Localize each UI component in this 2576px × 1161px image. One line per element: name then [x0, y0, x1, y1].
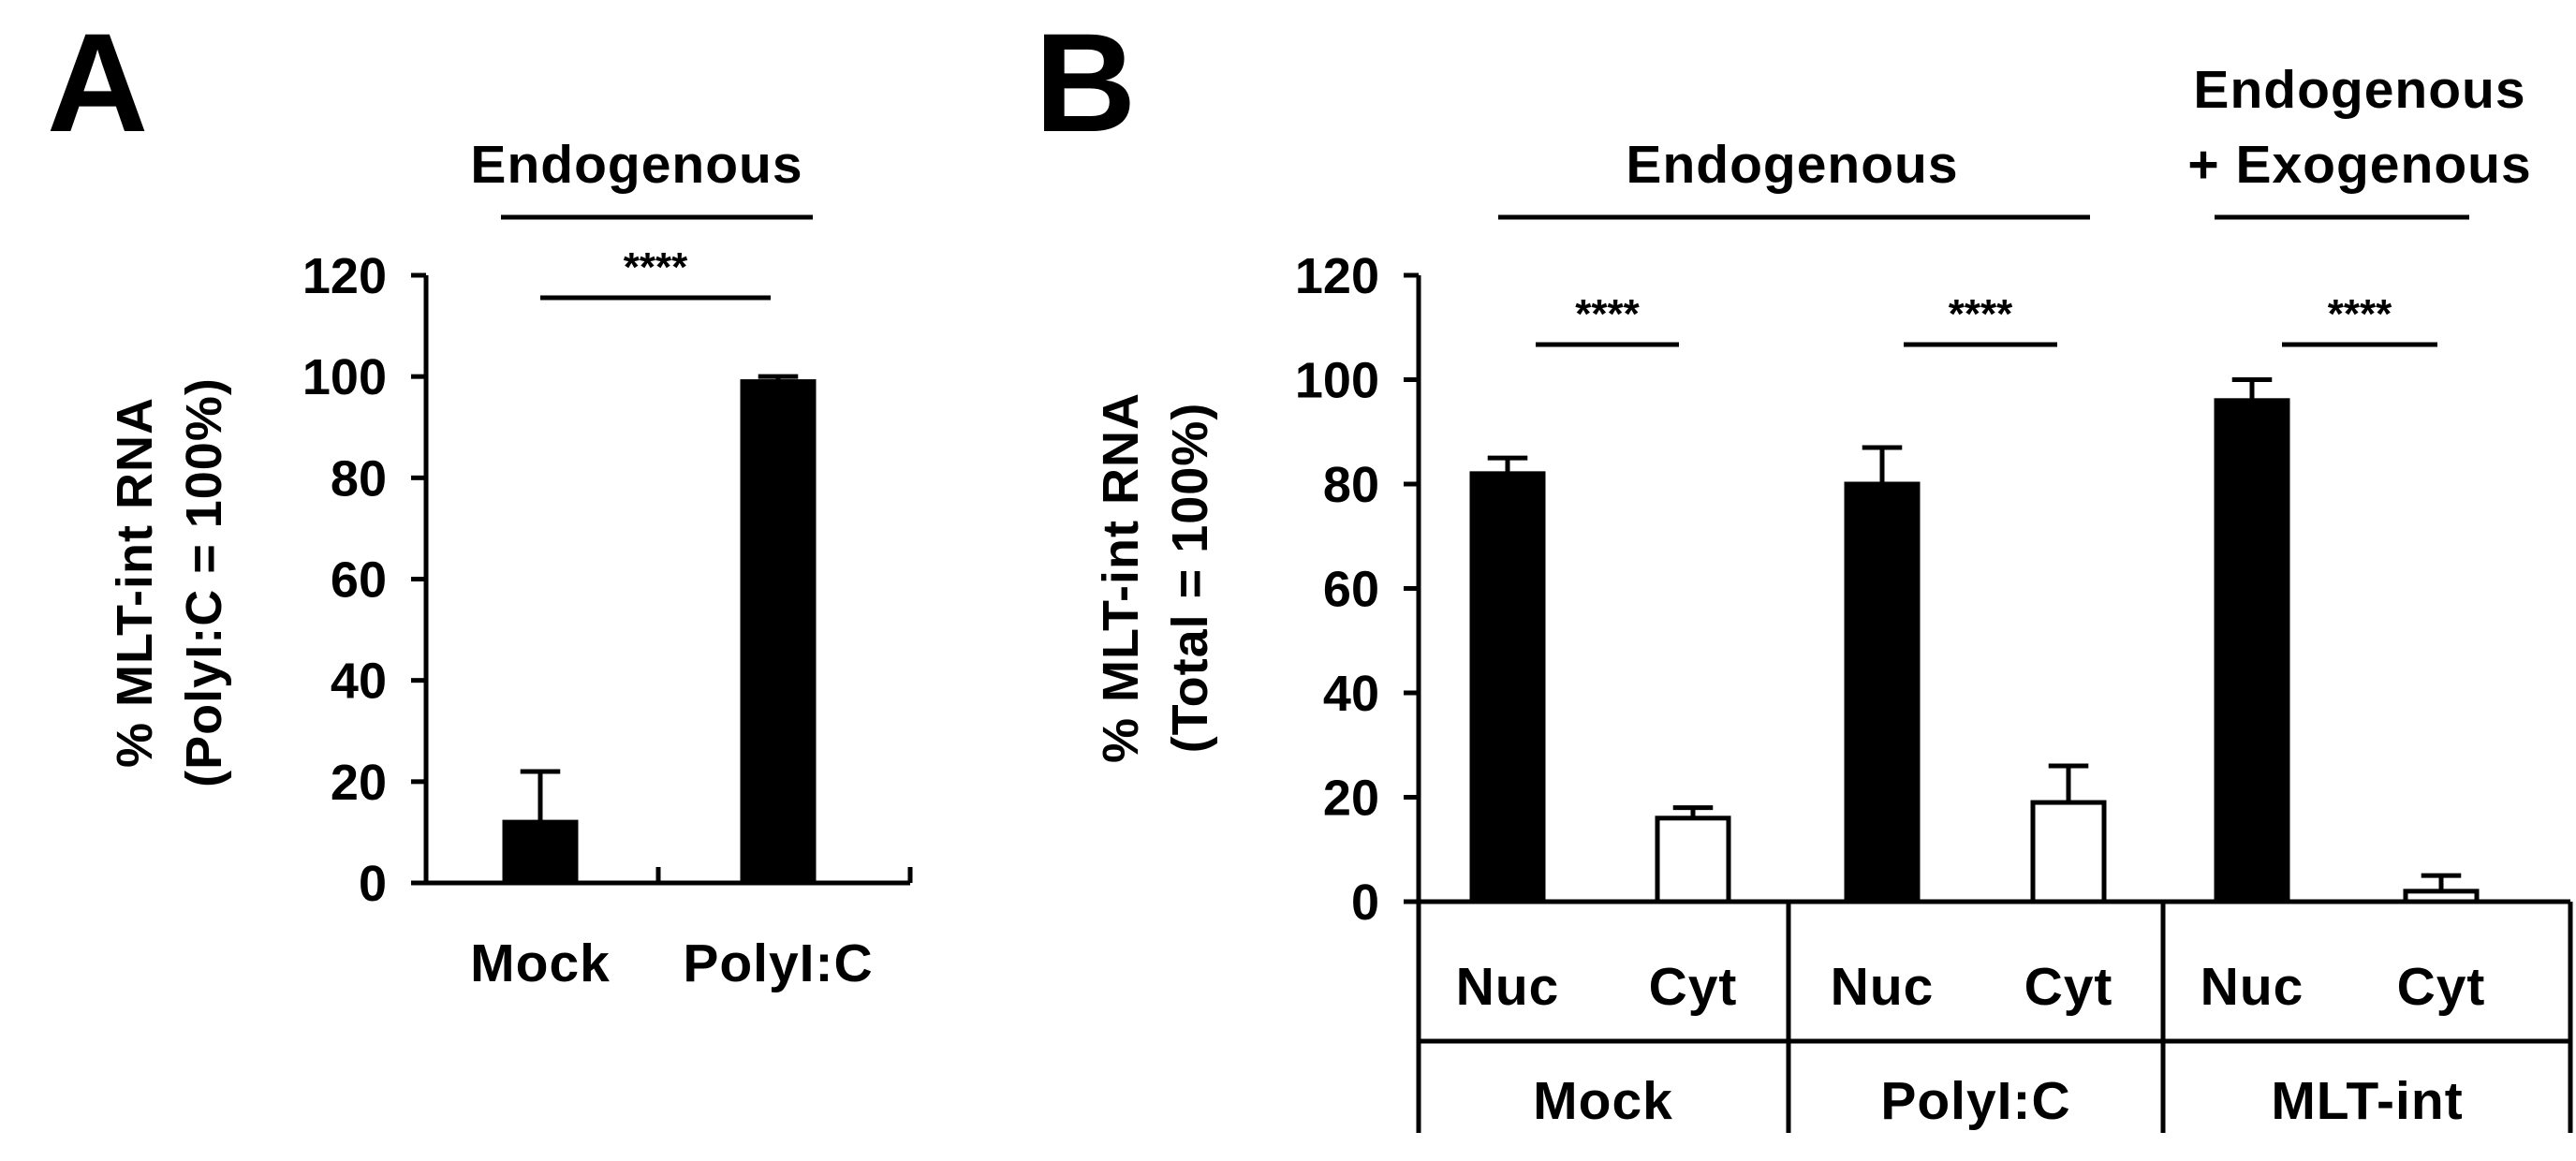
- panel-a-y-tick-label: 60: [331, 552, 387, 609]
- panel-a-category-label: Mock: [470, 933, 611, 993]
- panel-b-group-label: Mock: [1533, 1071, 1673, 1131]
- panel-a-y-tick-label: 0: [359, 856, 387, 912]
- panel-b-bar: [2214, 398, 2290, 904]
- panel-a-y-tick-label: 20: [331, 755, 387, 811]
- panel-b-bar: [1844, 481, 1921, 904]
- panel-b-category-label: Cyt: [1649, 957, 1738, 1017]
- panel-a-ylabel-line2: (PolyI:C = 100%): [176, 377, 232, 787]
- panel-b-bar: [2403, 889, 2480, 904]
- panel-b-significance-label: ****: [1575, 291, 1640, 337]
- panel-b-category-label: Nuc: [2201, 957, 2304, 1017]
- panel-b-y-tick-label: 60: [1323, 562, 1379, 618]
- panel-a-category-label: PolyI:C: [683, 933, 873, 993]
- panel-a-ylabel-line1: % MLT-int RNA: [107, 397, 163, 768]
- panel-a-y-tick-label: 40: [331, 654, 387, 710]
- panel-b-bar: [2030, 800, 2107, 904]
- panel-a-bar: [740, 379, 817, 886]
- panel-b-y-tick-label: 100: [1295, 353, 1379, 409]
- panel-a-y-tick-label: 100: [302, 349, 387, 405]
- panel-b-y-tick-label: 40: [1323, 666, 1379, 722]
- panel-b-letter: B: [1035, 4, 1136, 161]
- panel-b-group-title-2-line2: + Exogenous: [2187, 135, 2531, 195]
- panel-b-bar: [1469, 471, 1546, 904]
- panel-b-bar: [1655, 816, 1731, 904]
- panel-b-group-title-1: Endogenous: [1626, 135, 1958, 195]
- panel-a-group-title: Endogenous: [470, 135, 802, 195]
- panel-b-group-label: PolyI:C: [1880, 1071, 2070, 1131]
- panel-a-significance-label: ****: [624, 244, 688, 290]
- panel-b-category-label: Nuc: [1831, 957, 1935, 1017]
- panel-a-letter: A: [47, 4, 148, 161]
- panel-b-y-tick-label: 0: [1351, 874, 1379, 931]
- panel-b-group-label: MLT-int: [2271, 1071, 2463, 1131]
- panel-a-y-tick-label: 80: [331, 450, 387, 507]
- panel-b-significance-label: ****: [1949, 291, 2013, 337]
- panel-b-y-tick-label: 120: [1295, 248, 1379, 304]
- panel-b-significance-label: ****: [2328, 291, 2392, 337]
- panel-b-y-tick-label: 20: [1323, 771, 1379, 827]
- panel-b-category-label: Cyt: [2397, 957, 2486, 1017]
- panel-a-y-tick-label: 120: [302, 248, 387, 304]
- panel-a-bar: [502, 819, 579, 886]
- panel-b-ylabel-line2: (Total = 100%): [1162, 403, 1218, 754]
- panel-b-ylabel-line1: % MLT-int RNA: [1093, 392, 1149, 763]
- panel-a-chart: 0 20 40 60 80 100 120 **** Mock PolyI:C: [302, 244, 913, 993]
- panel-b-y-tick-label: 80: [1323, 457, 1379, 513]
- panel-b-category-label: Cyt: [2024, 957, 2113, 1017]
- panel-b-group-title-2-line1: Endogenous: [2193, 60, 2525, 120]
- panel-b-category-label: Nuc: [1456, 957, 1560, 1017]
- panel-b-chart: 0 20 40 60 80 100 120 **** **** **** Nuc Cyt Nuc Cyt N…: [1295, 248, 2573, 1133]
